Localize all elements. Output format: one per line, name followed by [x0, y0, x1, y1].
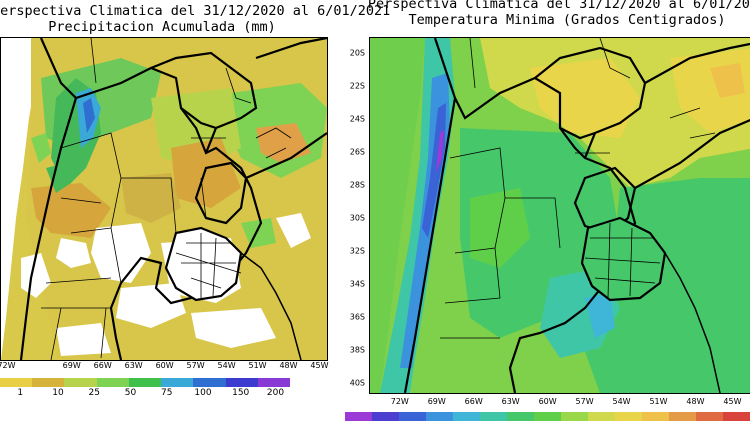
- temperature-title-line2: Temperatura Minima (Grados Centigrados): [408, 12, 726, 28]
- y-tick-label: 28S: [349, 180, 365, 190]
- x-tick-label: 66W: [93, 361, 112, 370]
- precipitation-colorbar-labels: 1 10 25 50 75 100 150 200: [0, 388, 290, 400]
- colorbar-segment: [426, 412, 453, 421]
- colorbar-segment: [534, 412, 561, 421]
- y-tick-label: 36S: [349, 312, 365, 322]
- x-tick-label: 54W: [612, 397, 631, 406]
- precipitation-panel: Perspectiva Climatica del 31/12/2020 al …: [0, 0, 391, 422]
- x-tick-label: 69W: [62, 361, 81, 370]
- colorbar-label: 50: [124, 388, 137, 398]
- y-tick-label: 32S: [349, 246, 365, 256]
- colorbar-label: 100: [194, 388, 212, 398]
- y-tick-label: 26S: [349, 147, 365, 157]
- temperature-title: Perspectiva Climatica del 31/12/2020 al …: [367, 0, 750, 28]
- y-tick-label: 40S: [349, 378, 365, 388]
- precipitation-map-svg: [1, 38, 327, 360]
- colorbar-segment: [257, 378, 290, 387]
- y-tick-label: 22S: [349, 81, 365, 91]
- colorbar-label: 1: [17, 388, 24, 398]
- x-tick-label: 51W: [649, 397, 668, 406]
- temperature-map: [369, 37, 750, 394]
- colorbar-segment: [161, 378, 194, 387]
- colorbar-segment: [642, 412, 669, 421]
- precipitation-title: Perspectiva Climatica del 31/12/2020 al …: [0, 3, 391, 35]
- colorbar-segment: [480, 412, 507, 421]
- y-tick-label: 24S: [349, 114, 365, 124]
- x-tick-label: 48W: [686, 397, 705, 406]
- y-tick-label: 20S: [349, 48, 365, 58]
- colorbar-segment: [561, 412, 588, 421]
- colorbar-segment: [96, 378, 129, 387]
- x-tick-label: 63W: [124, 361, 143, 370]
- colorbar-segment: [615, 412, 642, 421]
- colorbar-segment: [64, 378, 97, 387]
- x-tick-label: 45W: [310, 361, 329, 370]
- colorbar-segment: [453, 412, 480, 421]
- x-tick-label: 51W: [248, 361, 267, 370]
- temperature-panel: Perspectiva Climatica del 31/12/2020 al …: [345, 0, 750, 422]
- colorbar-segment: [225, 378, 258, 387]
- y-tick-label: 34S: [349, 279, 365, 289]
- precipitation-map: [0, 37, 328, 361]
- x-tick-label: 57W: [575, 397, 594, 406]
- x-tick-label: 60W: [155, 361, 174, 370]
- y-tick-label: 38S: [349, 345, 365, 355]
- colorbar-segment: [669, 412, 696, 421]
- colorbar-segment: [193, 378, 226, 387]
- precipitation-colorbar: [0, 378, 290, 387]
- x-tick-label: 72W: [390, 397, 409, 406]
- precipitation-x-ticks: 72W 69W 66W 63W 60W 57W 54W 51W 48W 45W: [0, 361, 329, 373]
- temperature-map-svg: [370, 38, 750, 393]
- colorbar-segment: [723, 412, 750, 421]
- x-tick-label: 57W: [186, 361, 205, 370]
- colorbar-segment: [696, 412, 723, 421]
- colorbar-segment: [507, 412, 534, 421]
- colorbar-label: 25: [88, 388, 100, 398]
- temperature-colorbar: [345, 412, 750, 421]
- temperature-y-ticks: 20S 22S 24S 26S 28S 30S 32S 34S 36S 38S …: [345, 37, 365, 392]
- colorbar-segment: [345, 412, 372, 421]
- colorbar-label: 10: [52, 388, 64, 398]
- x-tick-label: 45W: [723, 397, 742, 406]
- x-tick-label: 60W: [538, 397, 557, 406]
- temperature-title-line1: Perspectiva Climatica del 31/12/2020 al …: [367, 0, 750, 12]
- colorbar-segment: [32, 378, 65, 387]
- x-tick-label: 69W: [427, 397, 446, 406]
- colorbar-segment: [399, 412, 426, 421]
- x-tick-label: 72W: [0, 361, 16, 370]
- colorbar-segment: [0, 378, 33, 387]
- colorbar-segment: [372, 412, 399, 421]
- colorbar-segment: [588, 412, 615, 421]
- x-tick-label: 54W: [217, 361, 236, 370]
- colorbar-segment: [128, 378, 162, 387]
- temperature-x-ticks: 72W 69W 66W 63W 60W 57W 54W 51W 48W 45W: [369, 397, 750, 409]
- x-tick-label: 63W: [501, 397, 520, 406]
- precipitation-title-line2: Precipitacion Acumulada (mm): [48, 19, 276, 35]
- colorbar-label: 200: [266, 388, 285, 398]
- colorbar-label: 75: [161, 388, 173, 398]
- colorbar-label: 150: [232, 388, 250, 398]
- precipitation-title-line1: Perspectiva Climatica del 31/12/2020 al …: [0, 3, 391, 19]
- y-tick-label: 30S: [349, 213, 365, 223]
- x-tick-label: 48W: [279, 361, 298, 370]
- x-tick-label: 66W: [464, 397, 483, 406]
